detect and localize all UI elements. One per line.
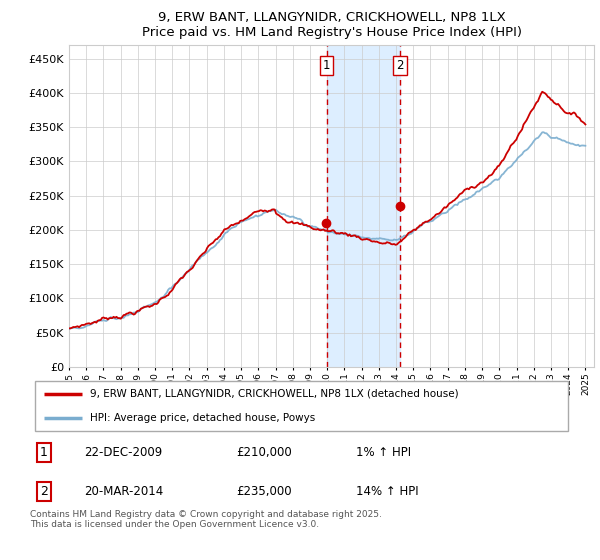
Text: 1% ↑ HPI: 1% ↑ HPI (356, 446, 411, 459)
Text: £235,000: £235,000 (236, 485, 292, 498)
Text: 9, ERW BANT, LLANGYNIDR, CRICKHOWELL, NP8 1LX (detached house): 9, ERW BANT, LLANGYNIDR, CRICKHOWELL, NP… (90, 389, 458, 399)
Bar (326, 45, 400, 367)
Text: 14% ↑ HPI: 14% ↑ HPI (356, 485, 418, 498)
FancyBboxPatch shape (35, 381, 568, 431)
Text: 22-DEC-2009: 22-DEC-2009 (85, 446, 163, 459)
Text: 20-MAR-2014: 20-MAR-2014 (85, 485, 164, 498)
Text: 1: 1 (40, 446, 47, 459)
Text: 1: 1 (323, 59, 331, 72)
Text: £210,000: £210,000 (236, 446, 292, 459)
Text: 2: 2 (40, 485, 47, 498)
Text: Contains HM Land Registry data © Crown copyright and database right 2025.
This d: Contains HM Land Registry data © Crown c… (30, 510, 382, 529)
Title: 9, ERW BANT, LLANGYNIDR, CRICKHOWELL, NP8 1LX
Price paid vs. HM Land Registry's : 9, ERW BANT, LLANGYNIDR, CRICKHOWELL, NP… (142, 11, 521, 39)
Text: HPI: Average price, detached house, Powys: HPI: Average price, detached house, Powy… (90, 413, 315, 423)
Text: 2: 2 (396, 59, 404, 72)
